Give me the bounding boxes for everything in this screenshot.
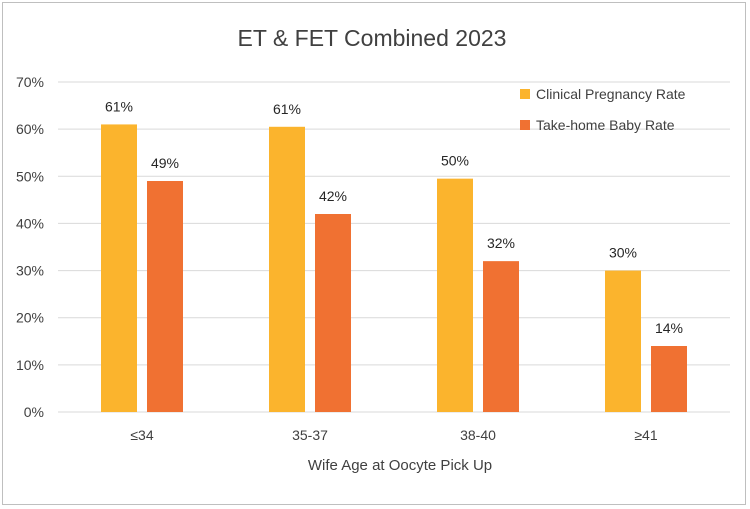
y-tick-label: 60% [16, 121, 44, 137]
bar [269, 126, 305, 413]
data-label: 49% [151, 155, 179, 171]
legend-label: Clinical Pregnancy Rate [536, 86, 686, 102]
data-label: 30% [609, 245, 637, 261]
data-label: 42% [319, 188, 347, 204]
bar [147, 181, 183, 412]
bar [651, 346, 687, 412]
data-label: 32% [487, 235, 515, 251]
y-tick-label: 20% [16, 310, 44, 326]
bar [483, 261, 519, 412]
legend-label: Take-home Baby Rate [536, 117, 675, 133]
data-label: 61% [273, 101, 301, 117]
data-labels: 61% 49% 61% 42% 50% 32% 30% 14% [105, 98, 683, 336]
y-axis-ticks: 0% 10% 20% 30% 40% 50% 60% 70% [16, 74, 44, 420]
x-axis-ticks: ≤34 35-37 38-40 ≥41 [130, 427, 657, 443]
bar [437, 178, 473, 412]
x-tick-label: 38-40 [460, 427, 496, 443]
legend: Clinical Pregnancy Rate Take-home Baby Ra… [520, 86, 686, 133]
legend-swatch [520, 89, 530, 99]
bars [101, 124, 687, 413]
x-tick-label: 35-37 [292, 427, 328, 443]
y-tick-label: 0% [24, 404, 44, 420]
bar [605, 270, 641, 412]
bar [315, 214, 351, 412]
y-tick-label: 50% [16, 168, 44, 184]
data-label: 50% [441, 153, 469, 169]
y-tick-label: 40% [16, 215, 44, 231]
x-axis-title: Wife Age at Oocyte Pick Up [308, 457, 492, 474]
x-tick-label: ≤34 [130, 427, 153, 443]
y-tick-label: 30% [16, 263, 44, 279]
y-tick-label: 70% [16, 74, 44, 90]
legend-swatch [520, 120, 530, 130]
bar [101, 124, 137, 412]
x-tick-label: ≥41 [634, 427, 657, 443]
chart-title: ET & FET Combined 2023 [238, 25, 507, 51]
data-label: 61% [105, 98, 133, 114]
y-tick-label: 10% [16, 357, 44, 373]
data-label: 14% [655, 320, 683, 336]
